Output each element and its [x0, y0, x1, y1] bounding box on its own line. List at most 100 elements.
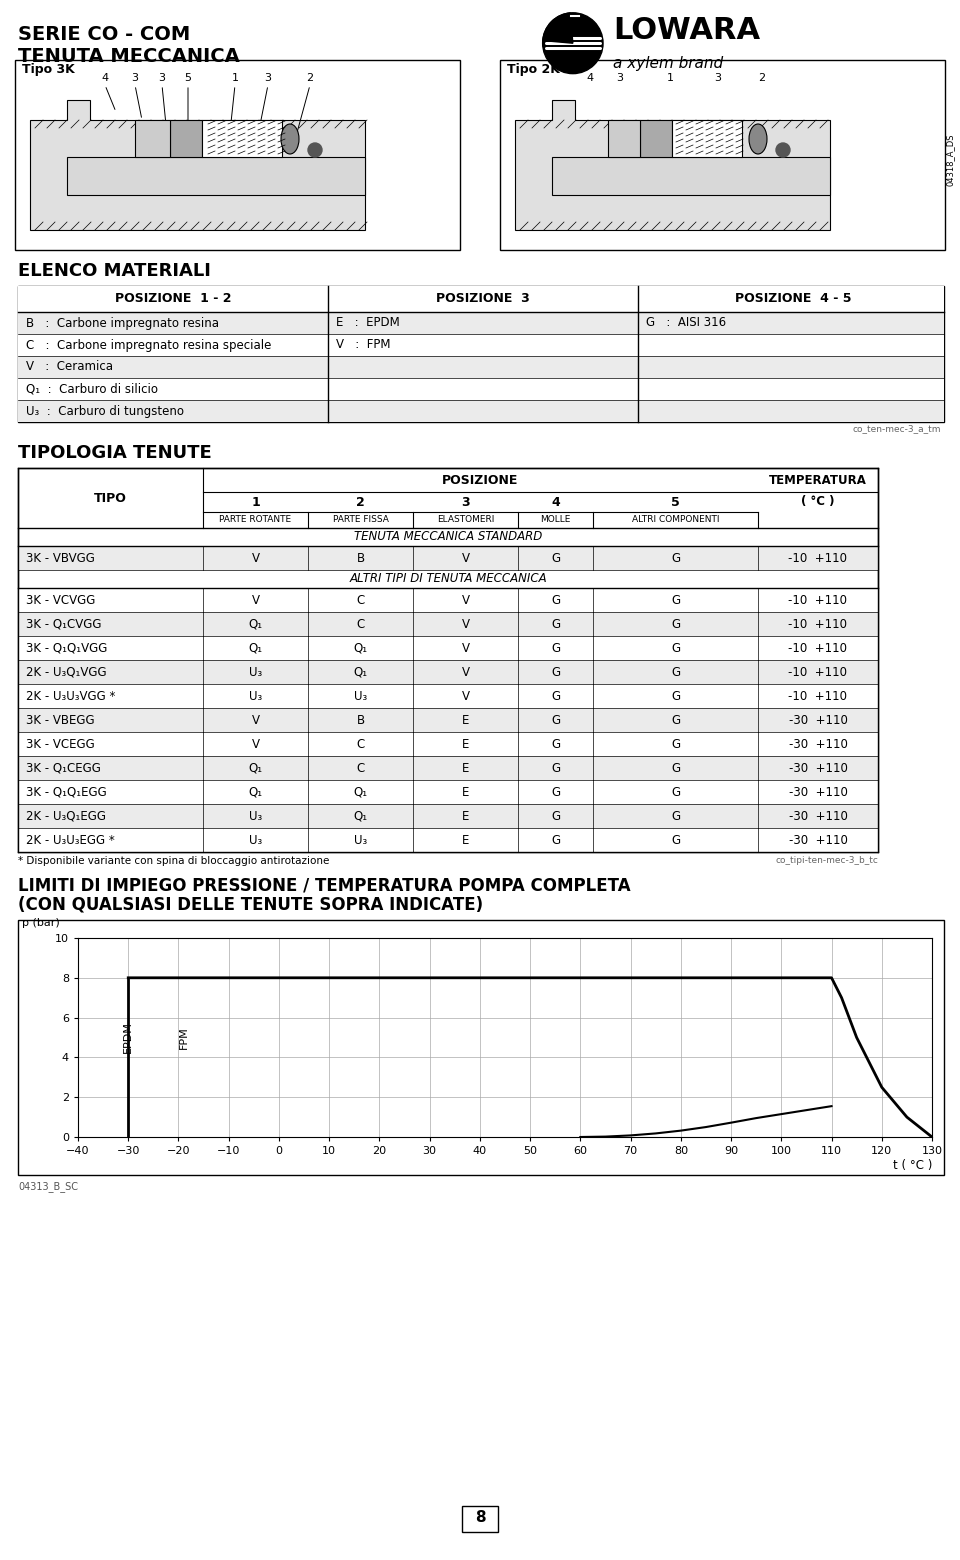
Text: G: G: [671, 786, 680, 799]
Text: V: V: [462, 593, 469, 607]
Text: E   :  EPDM: E : EPDM: [336, 317, 399, 329]
Text: TENUTA MECCANICA STANDARD: TENUTA MECCANICA STANDARD: [354, 530, 542, 543]
Text: 3: 3: [158, 73, 165, 83]
Text: U₃  :  Carburo di tungsteno: U₃ : Carburo di tungsteno: [26, 404, 184, 418]
Bar: [18, 803, 878, 828]
Text: 3: 3: [461, 496, 469, 509]
Text: SERIE CO - COM: SERIE CO - COM: [18, 25, 190, 44]
Text: B: B: [356, 552, 365, 565]
Text: 3K - VCEGG: 3K - VCEGG: [26, 738, 95, 750]
Text: B   :  Carbone impregnato resina: B : Carbone impregnato resina: [26, 317, 219, 329]
Bar: [462, 1505, 498, 1532]
Text: 2K - U₃U₃VGG *: 2K - U₃U₃VGG *: [26, 690, 115, 702]
Text: 2: 2: [356, 496, 365, 509]
Text: POSIZIONE: POSIZIONE: [443, 474, 518, 487]
Text: * Disponibile variante con spina di bloccaggio antirotazione: * Disponibile variante con spina di bloc…: [18, 856, 329, 866]
Text: -30  +110: -30 +110: [788, 786, 848, 799]
Bar: [18, 312, 944, 334]
Text: 3K - Q₁CVGG: 3K - Q₁CVGG: [26, 618, 102, 630]
Text: Q₁: Q₁: [353, 786, 368, 799]
Text: V: V: [462, 666, 469, 679]
Text: G: G: [671, 810, 680, 822]
Text: co_ten-mec-3_a_tm: co_ten-mec-3_a_tm: [852, 424, 941, 434]
Text: G: G: [671, 552, 680, 565]
Bar: [18, 708, 878, 732]
Text: C: C: [356, 593, 365, 607]
Text: V   :  Ceramica: V : Ceramica: [26, 360, 113, 373]
Text: G: G: [671, 666, 680, 679]
Bar: [18, 285, 944, 312]
Bar: [500, 59, 945, 250]
Text: -30  +110: -30 +110: [788, 810, 848, 822]
Text: G: G: [551, 810, 560, 822]
Text: V   :  FPM: V : FPM: [336, 339, 391, 351]
Text: 3K - VCVGG: 3K - VCVGG: [26, 593, 95, 607]
Text: 4: 4: [551, 496, 560, 509]
Text: 1: 1: [252, 496, 260, 509]
Bar: [18, 468, 878, 852]
Text: 04318_A_DS: 04318_A_DS: [946, 134, 955, 186]
Text: G   :  AISI 316: G : AISI 316: [646, 317, 726, 329]
Bar: [18, 732, 878, 757]
Bar: [672, 120, 742, 158]
Text: G: G: [671, 593, 680, 607]
Text: V: V: [252, 738, 259, 750]
Text: 3K - VBEGG: 3K - VBEGG: [26, 713, 95, 727]
Text: ALTRI TIPI DI TENUTA MECCANICA: ALTRI TIPI DI TENUTA MECCANICA: [349, 573, 547, 585]
Text: 3: 3: [714, 73, 722, 83]
Bar: [18, 683, 878, 708]
Text: 04313_B_SC: 04313_B_SC: [18, 1181, 78, 1192]
Text: E: E: [462, 761, 469, 774]
Ellipse shape: [281, 123, 299, 154]
Text: E: E: [462, 833, 469, 847]
Text: 4: 4: [587, 73, 593, 83]
Polygon shape: [30, 100, 365, 229]
Text: 3K - Q₁CEGG: 3K - Q₁CEGG: [26, 761, 101, 774]
Text: Q₁: Q₁: [249, 786, 263, 799]
Text: 2K - U₃U₃EGG *: 2K - U₃U₃EGG *: [26, 833, 115, 847]
Text: -30  +110: -30 +110: [788, 761, 848, 774]
Text: G: G: [551, 666, 560, 679]
Text: G: G: [551, 641, 560, 655]
Text: FPM: FPM: [179, 1026, 188, 1048]
Text: -10  +110: -10 +110: [788, 552, 848, 565]
Text: ( °C ): ( °C ): [802, 496, 835, 509]
Text: Q₁: Q₁: [353, 666, 368, 679]
Wedge shape: [542, 12, 573, 44]
Text: -30  +110: -30 +110: [788, 738, 848, 750]
Text: 4: 4: [102, 73, 108, 83]
Bar: [18, 780, 878, 803]
Bar: [18, 356, 944, 378]
Text: -30  +110: -30 +110: [788, 833, 848, 847]
Text: G: G: [551, 786, 560, 799]
Text: C: C: [356, 738, 365, 750]
Text: G: G: [551, 618, 560, 630]
Bar: [135, 120, 170, 158]
Text: (CON QUALSIASI DELLE TENUTE SOPRA INDICATE): (CON QUALSIASI DELLE TENUTE SOPRA INDICA…: [18, 895, 483, 914]
Text: -10  +110: -10 +110: [788, 618, 848, 630]
Text: G: G: [671, 713, 680, 727]
Text: E: E: [462, 738, 469, 750]
Text: U₃: U₃: [249, 690, 262, 702]
Text: G: G: [551, 738, 560, 750]
Text: -10  +110: -10 +110: [788, 641, 848, 655]
Text: TEMPERATURA: TEMPERATURA: [769, 474, 867, 487]
Text: U₃: U₃: [354, 690, 367, 702]
Polygon shape: [515, 100, 830, 229]
Text: E: E: [462, 713, 469, 727]
Circle shape: [308, 144, 322, 158]
Text: 2K - U₃Q₁EGG: 2K - U₃Q₁EGG: [26, 810, 106, 822]
Bar: [18, 828, 878, 852]
Text: ALTRI COMPONENTI: ALTRI COMPONENTI: [632, 515, 719, 524]
Text: V: V: [252, 713, 259, 727]
Text: Q₁: Q₁: [249, 761, 263, 774]
Bar: [18, 660, 878, 683]
Bar: [18, 285, 944, 423]
Text: 1: 1: [666, 73, 674, 83]
Text: co_tipi-ten-mec-3_b_tc: co_tipi-ten-mec-3_b_tc: [775, 856, 878, 864]
Text: G: G: [671, 738, 680, 750]
Text: 3K - VBVGG: 3K - VBVGG: [26, 552, 95, 565]
Text: ELASTOMERI: ELASTOMERI: [437, 515, 494, 524]
Text: POSIZIONE  3: POSIZIONE 3: [436, 293, 530, 306]
Text: a xylem brand: a xylem brand: [613, 56, 723, 72]
